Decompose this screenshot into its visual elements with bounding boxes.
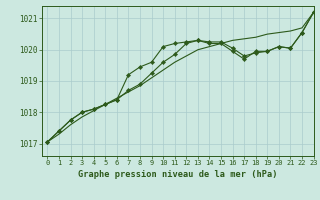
X-axis label: Graphe pression niveau de la mer (hPa): Graphe pression niveau de la mer (hPa): [78, 170, 277, 179]
